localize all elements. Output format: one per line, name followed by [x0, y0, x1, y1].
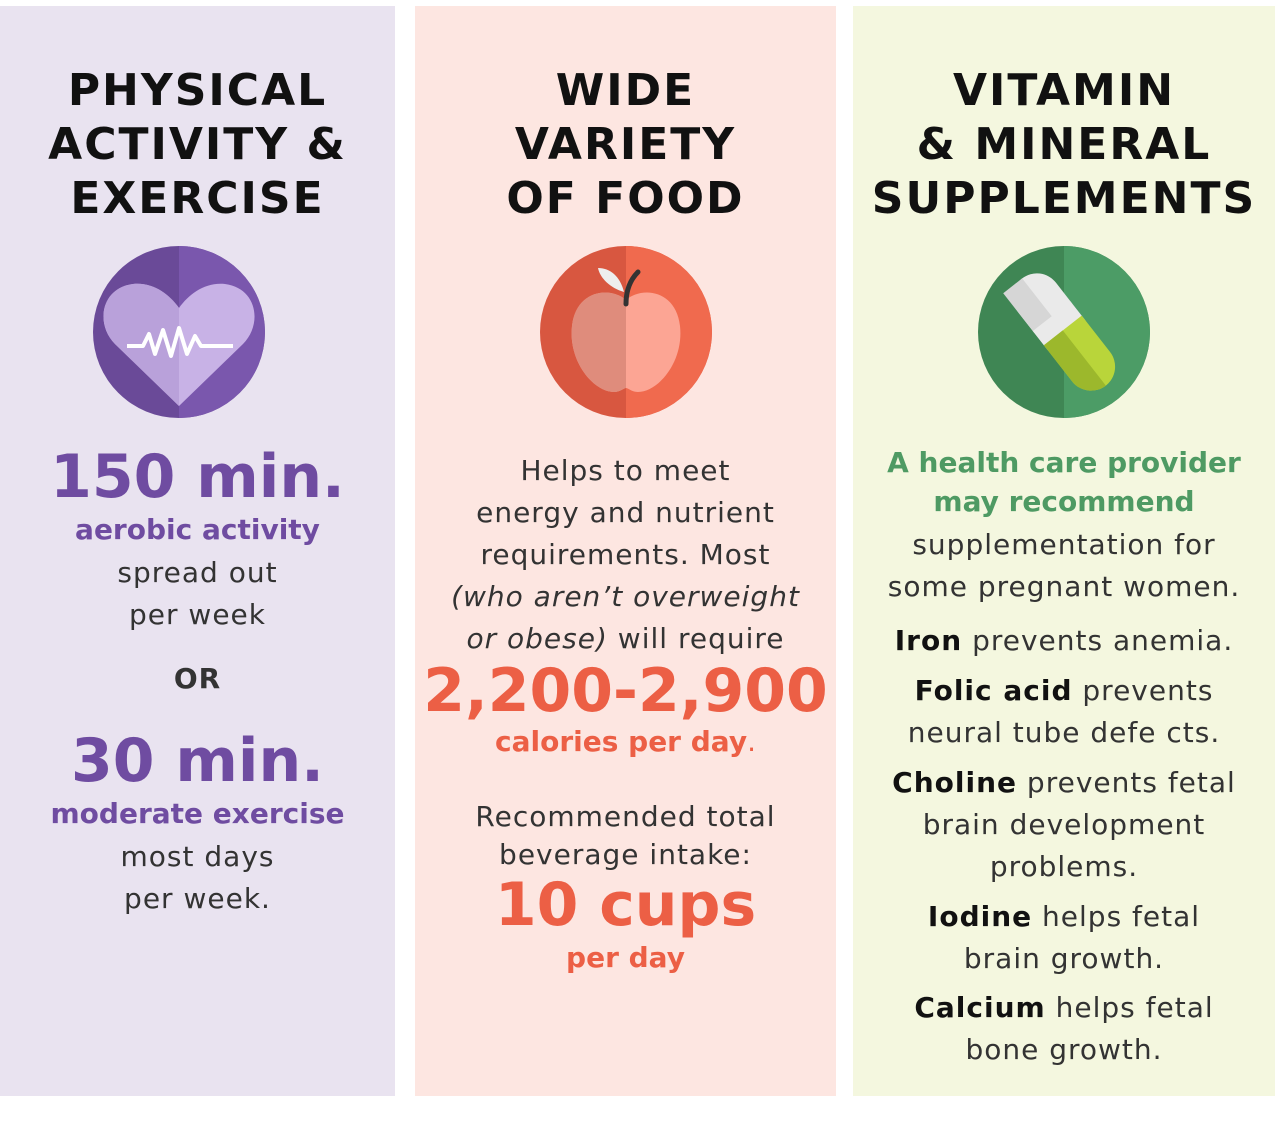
calories-label: calories per day: [495, 725, 748, 758]
physical-activity-title: PHYSICAL ACTIVITY & EXERCISE: [0, 64, 395, 226]
nutrient-benefit: helps fetal: [1032, 900, 1201, 933]
food-intro-line: energy and nutrient: [476, 496, 775, 529]
title-line: SUPPLEMENTS: [871, 173, 1257, 224]
title-line: ACTIVITY &: [48, 119, 347, 170]
moderate-desc-line: most days: [120, 840, 275, 873]
title-line: & MINERAL: [916, 119, 1212, 170]
moderate-label: moderate exercise: [50, 797, 345, 830]
beverage-per-day-label: per day: [566, 941, 685, 974]
calories-range-value: 2,200-2,900: [423, 656, 828, 726]
nutrient-iodine: Iodine helps fetal: [853, 896, 1275, 938]
aerobic-minutes-value: 150 min.: [50, 442, 345, 512]
supplements-title: VITAMIN & MINERAL SUPPLEMENTS: [853, 64, 1275, 226]
calories-suffix: .: [747, 725, 756, 758]
food-italic-line: or obese): [466, 622, 608, 655]
title-line: EXERCISE: [70, 173, 325, 224]
nutrient-benefit-line: bone growth.: [965, 1033, 1163, 1066]
title-line: OF FOOD: [506, 173, 745, 224]
moderate-minutes-value: 30 min.: [71, 726, 324, 796]
nutrient-benefit: prevents anemia.: [962, 624, 1234, 657]
supplement-intro-line: some pregnant women.: [887, 570, 1241, 603]
physical-activity-column: PHYSICAL ACTIVITY & EXERCISE 150 min. ae…: [0, 6, 395, 1096]
apple-icon: [540, 246, 712, 418]
beverage-intro-line: Recommended total: [475, 800, 776, 833]
nutrient-benefit-line: problems.: [989, 850, 1139, 883]
food-tail-text: will require: [607, 622, 785, 655]
nutrient-benefit-line: neural tube defe cts.: [907, 716, 1221, 749]
supplements-column: VITAMIN & MINERAL SUPPLEMENTS A health c…: [853, 6, 1275, 1096]
food-italic-line: (who aren’t overweight: [451, 580, 800, 613]
title-line: WIDE: [555, 65, 696, 116]
title-line: VITAMIN: [952, 65, 1176, 116]
nutrient-benefit: prevents: [1072, 674, 1214, 707]
supplement-intro-line: supplementation for: [912, 528, 1216, 561]
aerobic-desc-line: spread out: [117, 556, 278, 589]
food-intro-line: Helps to meet: [520, 454, 731, 487]
nutrient-calcium: Calcium helps fetal: [853, 987, 1275, 1029]
nutrient-name: Iodine: [927, 900, 1033, 933]
beverage-cups-value: 10 cups: [494, 870, 757, 940]
nutrient-name: Choline: [892, 766, 1018, 799]
moderate-desc-line: per week.: [124, 882, 271, 915]
nutrient-iron: Iron prevents anemia.: [853, 620, 1275, 662]
nutrient-benefit-line: brain development: [922, 808, 1206, 841]
food-will-require-line: or obese) will require: [415, 618, 836, 660]
variety-of-food-column: WIDE VARIETY OF FOOD Helps to meet energ…: [415, 6, 836, 1096]
provider-highlight-line: may recommend: [933, 485, 1195, 518]
food-intro-line: requirements. Most: [480, 538, 771, 571]
aerobic-label: aerobic activity: [75, 513, 320, 546]
title-line: VARIETY: [514, 119, 737, 170]
nutrient-name: Calcium: [914, 991, 1046, 1024]
nutrient-name: Folic acid: [914, 674, 1073, 707]
nutrient-choline: Choline prevents fetal: [853, 762, 1275, 804]
variety-of-food-title: WIDE VARIETY OF FOOD: [415, 64, 836, 226]
nutrient-folic-acid: Folic acid prevents: [853, 670, 1275, 712]
provider-highlight-line: A health care provider: [887, 446, 1241, 479]
nutrient-name: Iron: [894, 624, 963, 657]
nutrient-benefit: prevents fetal: [1017, 766, 1236, 799]
nutrient-benefit: helps fetal: [1045, 991, 1214, 1024]
calories-label-line: calories per day.: [415, 722, 836, 762]
nutrient-benefit-line: brain growth.: [963, 942, 1165, 975]
title-line: PHYSICAL: [67, 65, 328, 116]
or-separator: OR: [173, 662, 222, 695]
beverage-intro-line: beverage intake:: [499, 838, 752, 871]
aerobic-desc-line: per week: [129, 598, 266, 631]
heart-pulse-icon: [93, 246, 265, 418]
pill-capsule-icon: [978, 246, 1150, 418]
